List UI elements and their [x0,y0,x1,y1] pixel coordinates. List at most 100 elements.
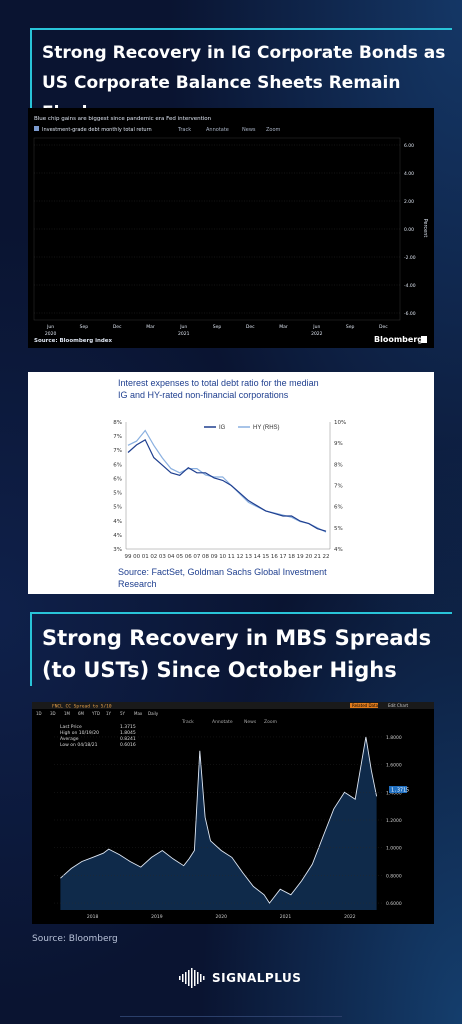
x-tick-label: 12 [236,554,243,560]
x-tick-label: 11 [228,554,235,560]
y-left-tick-label: 4% [113,533,122,539]
y-tick-label: 1.0000 [386,846,402,852]
x-tick-label: 09 [211,554,218,560]
y-right-tick-label: 7% [334,484,343,490]
legend-hy: HY (RHS) [253,425,280,431]
stat-label: Average [60,736,79,742]
y-tick-label: 0.6000 [386,901,402,907]
y-tick-label: 4.00 [404,171,414,177]
lines-group [127,429,327,533]
y-tick-label: -4.00 [404,283,416,289]
x-tick-label: 2020 [215,914,227,920]
edit-chart-button[interactable]: Edit Chart [388,703,408,708]
y-axis-label: Percent [422,219,428,238]
y-left-tick-label: 8% [113,420,122,426]
period-button: YTD [91,711,100,716]
related-data-button[interactable] [350,703,378,708]
track-button[interactable]: Track [181,719,194,725]
annotate-button[interactable]: Annotate [212,719,233,725]
chart-title: Blue chip gains are biggest since pandem… [34,116,212,122]
axis-group: 8%7%7%6%6%5%5%4%4%3%10%9%8%7%6%5%4%99 00 0… [113,420,346,560]
legend-ig: IG [219,425,226,431]
mbs-spread-svg: FNCL CC Spread to 5/10 Related Data Edit… [32,702,434,920]
x-tick-label: 2018 [87,914,99,920]
x-tick-label: 14 [254,554,261,560]
x-tick-label: 22 [323,554,330,560]
zoom-button[interactable]: Zoom [266,127,281,133]
period-button: Daily [148,711,159,716]
chart-title-line: Interest expenses to total debt ratio fo… [118,378,319,388]
y-left-tick-label: 6% [113,462,122,468]
y-right-tick-label: 4% [334,547,343,553]
news-button[interactable]: News [242,127,256,133]
x-tick-label: 02 [150,554,157,560]
signalplus-logo: SIGNALPLUS [178,968,301,988]
x-tick-label: Dec [246,324,255,330]
y-right-tick-label: 5% [334,526,343,532]
track-button[interactable]: Track [177,127,191,133]
period-button: 3D [50,711,56,716]
x-tick-label: Jun [46,324,54,330]
y-tick-label: 6.00 [404,143,414,149]
x-tick-label: 03 [159,554,166,560]
x-tick-label: 18 [288,554,295,560]
x-tick-label: 08 [202,554,209,560]
x-tick-label: Jun [312,324,320,330]
ig-returns-chart: Blue chip gains are biggest since pandem… [28,108,434,348]
period-button: Max [134,711,143,716]
y-tick-label: 0.8000 [386,873,402,879]
related-data-label: Related Data [352,703,379,708]
period-button: 1D [36,711,42,716]
legend-label: Investment-grade debt monthly total retu… [42,127,152,133]
x-tick-label: 16 [271,554,278,560]
area-group [60,736,378,910]
legend-swatch [34,126,39,131]
x-tick-label: Mar [279,324,288,330]
x-tick-label: Dec [113,324,122,330]
x-tick-label: 01 [142,554,149,560]
x-tick-label: Mar [146,324,155,330]
spread-area [60,736,377,910]
last-price-tag [389,786,407,793]
x-tick-label: Sep [213,324,222,330]
x-tick-label: 07 [193,554,200,560]
x-tick-label: 06 [185,554,192,560]
year-label: 2022 [311,331,323,337]
x-tick-label: 99 [125,554,132,560]
y-left-tick-label: 3% [113,547,122,553]
page-source: Source: Bloomberg [32,934,118,944]
y-left-tick-label: 7% [113,448,122,454]
y-left-tick-label: 4% [113,519,122,525]
zoom-button[interactable]: Zoom [264,719,277,725]
y-tick-label: -6.00 [404,311,416,317]
y-tick-label: 1.6000 [386,763,402,769]
x-tick-label: 2022 [344,914,356,920]
title-line: Strong Recovery in IG Corporate Bonds as [42,43,446,63]
period-button: 5Y [120,711,126,716]
section-title-mbs: Strong Recovery in MBS Spreads (to USTs)… [30,612,452,686]
period-buttons: 1D 3D 1M 6M YTD 1Y 5Y Max Daily [36,711,159,716]
annotate-button[interactable]: Annotate [206,127,229,133]
year-label: 2021 [178,331,190,337]
bloomberg-icon [421,336,427,343]
x-tick-label: Sep [346,324,355,330]
bloomberg-logo: Bloomberg [374,335,423,344]
title-line: Strong Recovery in MBS Spreads [42,626,432,650]
y-tick-label: 2.00 [404,199,414,205]
stat-value: 1.3715 [120,724,136,730]
x-tick-label: 00 [133,554,140,560]
y-left-tick-label: 5% [113,505,122,511]
spread-line [60,736,378,904]
interest-expense-svg: Interest expenses to total debt ratio fo… [113,378,346,589]
stats-box: Last Price 1.3715 High on 10/19/20 1.8045 Av… [60,724,136,748]
x-tick-label: 2021 [280,914,292,920]
last-price-tag-label: 1.3715 [391,788,409,794]
y-right-tick-label: 9% [334,441,343,447]
x-tick-label: 05 [176,554,183,560]
stat-value: 1.8045 [120,730,136,736]
news-button[interactable]: News [244,719,257,725]
ticker-label: FNCL CC Spread to 5/10 [52,704,112,710]
y-tick-label: 1.2000 [386,818,402,824]
stat-label: High on 10/19/20 [60,730,99,736]
chart-source-line: Source: FactSet, Goldman Sachs Global In… [118,567,327,577]
